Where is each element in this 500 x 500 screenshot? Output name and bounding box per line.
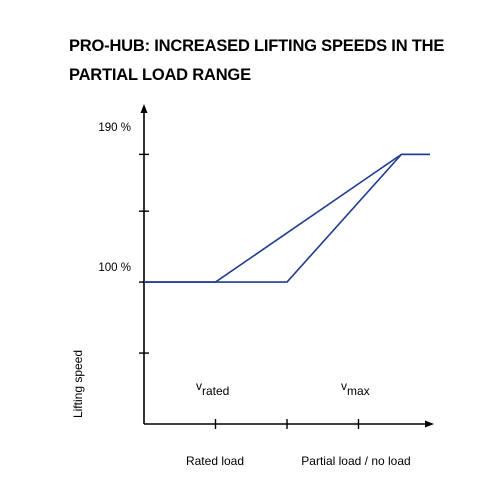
annotation-v-max: vmax [341,379,370,398]
x-region-label-partial-load: Partial load / no load [301,454,410,468]
series-group [144,153,430,283]
annotation-v-rated-base: v [196,379,202,393]
page-title: PRO-HUB: INCREASED LIFTING SPEEDS IN THE… [69,37,445,84]
axes [140,104,434,428]
y-axis-label: Lifting speed [71,350,85,418]
y-axis-arrow [140,104,148,113]
x-region-label-rated-load: Rated load [186,454,244,468]
annotation-v-rated-subscript: rated [202,384,229,398]
y-tick-label-190: 190 % [98,122,131,134]
ticks [139,153,360,429]
annotation-v-max-base: v [341,379,347,393]
y-tick-label-100: 100 % [98,262,131,274]
annotation-v-max-subscript: max [347,384,370,398]
series-line-1 [144,153,430,283]
labels: 100 % 190 % Rated load Partial load / no… [71,122,411,468]
x-axis-arrow [425,420,434,428]
series-line-2 [144,153,430,283]
annotation-v-rated: vrated [196,379,229,398]
